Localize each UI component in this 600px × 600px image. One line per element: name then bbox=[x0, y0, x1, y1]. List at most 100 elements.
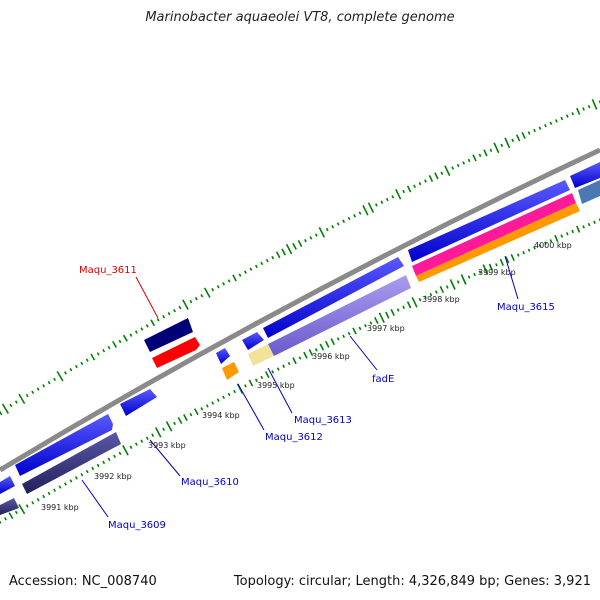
gc-tick bbox=[499, 258, 504, 266]
gene-label-maqu-3613[interactable]: Maqu_3613 bbox=[294, 415, 352, 426]
gc-tick bbox=[140, 327, 144, 331]
gc-tick bbox=[352, 327, 357, 335]
cds-arrow[interactable] bbox=[216, 348, 230, 364]
gc-tick bbox=[140, 439, 144, 443]
gc-tick bbox=[113, 454, 116, 458]
gc-tick bbox=[211, 288, 215, 292]
gc-tick bbox=[402, 305, 406, 310]
cds-arrow[interactable] bbox=[0, 476, 15, 494]
gc-tick bbox=[582, 225, 585, 229]
cds-arrow[interactable] bbox=[570, 162, 600, 188]
gc-tick bbox=[549, 121, 553, 126]
gc-tick bbox=[14, 510, 18, 515]
gene-label-maqu-3610[interactable]: Maqu_3610 bbox=[181, 477, 239, 488]
gene-maqu-3615-feature[interactable] bbox=[416, 203, 580, 282]
gc-tick bbox=[58, 485, 62, 489]
gc-tick bbox=[145, 436, 149, 440]
gc-tick bbox=[434, 172, 439, 180]
gc-tick bbox=[495, 263, 498, 267]
gc-tick bbox=[336, 222, 340, 226]
gc-tick bbox=[538, 126, 542, 130]
gc-tick bbox=[216, 285, 220, 289]
gc-tick bbox=[555, 119, 558, 123]
gc-tick bbox=[318, 227, 326, 238]
gc-tick bbox=[411, 296, 418, 308]
gc-tick bbox=[374, 316, 379, 324]
accession-label: Accession: NC_008740 bbox=[9, 574, 157, 589]
gene-label-maqu-3611[interactable]: Maqu_3611 bbox=[79, 265, 137, 276]
gc-tick bbox=[336, 337, 340, 341]
gc-tick bbox=[69, 479, 73, 483]
gene-maqu-3609-feature[interactable] bbox=[0, 498, 19, 515]
gc-tick bbox=[260, 375, 264, 380]
gc-tick bbox=[353, 214, 356, 218]
gc-tick bbox=[560, 234, 564, 238]
gc-tick bbox=[304, 239, 307, 243]
gene-steel-feature[interactable] bbox=[578, 180, 600, 204]
map-title: Marinobacter aquaeolei VT8, complete gen… bbox=[145, 10, 455, 25]
gc-tick bbox=[85, 358, 89, 362]
gene-label-maqu-3615[interactable]: Maqu_3615 bbox=[497, 302, 555, 313]
gene-maqu-3609-feature[interactable] bbox=[22, 432, 121, 494]
cds-arrow[interactable] bbox=[120, 389, 157, 416]
gc-tick bbox=[538, 243, 542, 248]
gc-tick bbox=[429, 292, 433, 297]
gc-tick bbox=[473, 272, 476, 277]
gc-tick bbox=[74, 476, 78, 480]
gc-tick bbox=[64, 482, 67, 486]
cds-arrow[interactable] bbox=[263, 257, 404, 338]
gc-tick bbox=[482, 264, 489, 275]
tick-label: 3998 kbp bbox=[422, 295, 460, 304]
gc-tick bbox=[424, 295, 427, 299]
gene-label-maqu-3612[interactable]: Maqu_3612 bbox=[265, 432, 323, 443]
gc-tick bbox=[31, 390, 35, 394]
gc-tick bbox=[25, 393, 29, 398]
gc-tick bbox=[467, 275, 471, 279]
tick-label: 3996 kbp bbox=[312, 352, 350, 361]
gc-tick bbox=[265, 258, 269, 263]
gc-tick bbox=[516, 253, 520, 257]
gc-tick bbox=[347, 331, 351, 336]
gene-fade-feature[interactable] bbox=[268, 275, 411, 356]
gc-tick bbox=[325, 227, 329, 232]
gc-tick bbox=[53, 377, 56, 382]
gc-tick bbox=[587, 222, 591, 227]
gene-maqu-3611-feature[interactable] bbox=[144, 318, 193, 352]
gc-tick bbox=[189, 299, 193, 304]
gc-tick bbox=[275, 251, 281, 259]
gc-tick bbox=[222, 282, 226, 286]
cds-arrow[interactable] bbox=[242, 332, 264, 350]
gc-tick bbox=[276, 367, 280, 371]
gene-label-maqu-3609[interactable]: Maqu_3609 bbox=[108, 520, 166, 531]
gene-maqu-3611-cog[interactable] bbox=[152, 337, 200, 368]
gc-tick bbox=[42, 494, 46, 499]
gc-tick bbox=[91, 466, 95, 471]
cds-arrow[interactable] bbox=[15, 414, 113, 476]
gc-tick bbox=[154, 427, 162, 438]
gc-tick bbox=[533, 246, 536, 250]
gc-tick bbox=[385, 197, 389, 202]
gc-tick bbox=[527, 248, 531, 252]
gc-tick bbox=[122, 445, 129, 456]
tick-label: 3999 kbp bbox=[478, 268, 516, 277]
gene-maqu-3613-feature[interactable] bbox=[248, 344, 274, 366]
gc-tick bbox=[522, 250, 525, 255]
gc-tick bbox=[282, 364, 286, 368]
gc-tick bbox=[445, 285, 449, 289]
gene-maqu-3612-feature[interactable] bbox=[222, 362, 239, 380]
gc-tick bbox=[173, 309, 176, 313]
gc-tick bbox=[118, 451, 122, 455]
cds-arrow[interactable] bbox=[408, 180, 570, 262]
genome-backbone bbox=[0, 147, 600, 473]
gc-tick bbox=[102, 349, 106, 353]
gc-tick bbox=[244, 270, 247, 274]
gc-tick bbox=[292, 242, 297, 250]
gc-tick bbox=[9, 403, 13, 408]
gc-tick bbox=[554, 234, 559, 243]
gc-tick bbox=[483, 149, 488, 157]
gc-tick bbox=[488, 263, 494, 271]
gc-tick bbox=[150, 319, 156, 327]
gc-tick bbox=[285, 243, 293, 255]
gene-maqu-3614-feature[interactable] bbox=[412, 193, 576, 276]
gene-label-fade[interactable]: fadE bbox=[372, 374, 394, 385]
